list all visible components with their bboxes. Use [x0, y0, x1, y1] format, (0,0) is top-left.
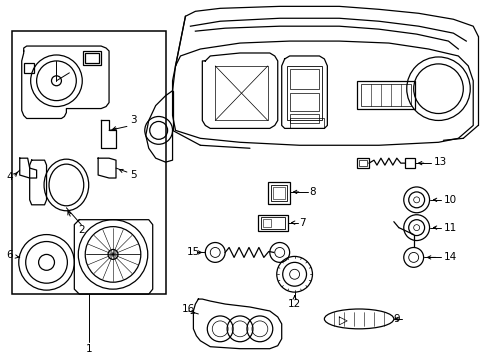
Bar [24, 63, 34, 73]
Bar [289, 93, 319, 111]
Bar [257, 215, 287, 231]
Text: 14: 14 [443, 252, 456, 262]
Text: 1: 1 [86, 344, 92, 354]
Text: 8: 8 [309, 187, 315, 197]
Bar [289, 118, 324, 129]
Text: 9: 9 [393, 314, 400, 324]
Text: 7: 7 [299, 218, 305, 228]
Bar [358, 160, 366, 166]
Text: 4: 4 [6, 172, 13, 182]
Bar [267, 182, 289, 204]
Bar [260, 217, 284, 229]
Bar [360, 84, 410, 105]
Text: 12: 12 [287, 299, 301, 309]
Text: 13: 13 [433, 157, 446, 167]
Text: 5: 5 [130, 170, 137, 180]
Bar [404, 158, 414, 168]
Bar [356, 158, 368, 168]
Text: 6: 6 [6, 251, 13, 260]
Bar [356, 81, 414, 109]
Text: 10: 10 [443, 195, 456, 205]
Bar [12, 31, 165, 294]
Bar [286, 66, 322, 121]
Text: 11: 11 [443, 222, 456, 233]
Bar [289, 69, 319, 89]
Bar [272, 187, 284, 199]
Bar [289, 113, 319, 123]
Text: 16: 16 [182, 304, 195, 314]
Bar [85, 53, 99, 63]
Bar [83, 51, 101, 65]
Bar [270, 185, 286, 201]
Text: 2: 2 [78, 225, 84, 235]
Text: 3: 3 [130, 116, 137, 126]
Text: 15: 15 [187, 247, 200, 257]
Bar [263, 219, 270, 227]
